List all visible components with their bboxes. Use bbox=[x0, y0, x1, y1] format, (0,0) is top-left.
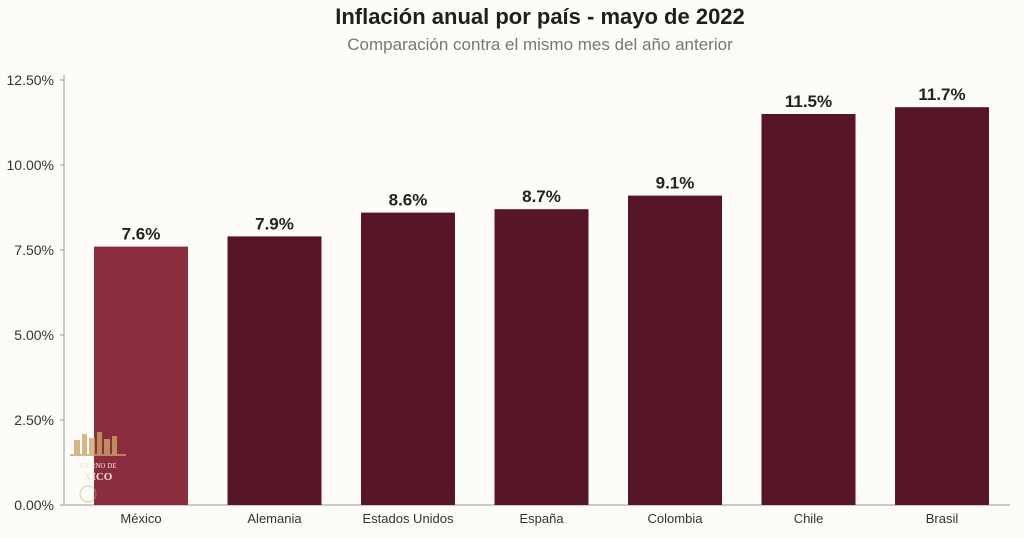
bar-value-label: 11.7% bbox=[918, 85, 965, 104]
y-tick-label: 0.00% bbox=[14, 497, 54, 513]
bar bbox=[494, 209, 589, 505]
x-category-label: México bbox=[120, 511, 161, 526]
x-category-label: Colombia bbox=[648, 511, 704, 526]
x-category-label: Estados Unidos bbox=[362, 511, 454, 526]
x-category-label: Chile bbox=[794, 511, 824, 526]
chart-title: Inflación anual por país - mayo de 2022 bbox=[335, 4, 745, 29]
bar bbox=[761, 114, 856, 505]
logo-text-line2: XICO bbox=[84, 471, 113, 483]
y-tick-label: 2.50% bbox=[14, 412, 54, 428]
y-tick-label: 10.00% bbox=[7, 157, 54, 173]
bar-value-label: 9.1% bbox=[656, 174, 695, 193]
bar bbox=[361, 212, 455, 505]
bar-value-label: 7.6% bbox=[122, 225, 161, 244]
x-category-label: Alemania bbox=[247, 511, 302, 526]
y-tick-label: 5.00% bbox=[14, 327, 54, 343]
bar bbox=[227, 236, 322, 505]
x-category-label: España bbox=[519, 511, 564, 526]
y-tick-label: 12.50% bbox=[7, 72, 54, 88]
y-axis-ticks: 0.00% 2.50% 5.00% 7.50% 10.00% 12.50% bbox=[7, 72, 64, 513]
y-tick-label: 7.50% bbox=[14, 242, 54, 258]
bar bbox=[628, 195, 722, 505]
logo-text-line1: BIERNO DE bbox=[79, 462, 116, 470]
bar-value-label: 7.9% bbox=[255, 214, 294, 233]
bar-value-label: 8.6% bbox=[389, 191, 428, 210]
bars-group: 7.6% México 7.9% Alemania 8.6% Estados Unidos… bbox=[94, 85, 989, 526]
bar-value-label: 11.5% bbox=[785, 92, 832, 111]
bar-value-label: 8.7% bbox=[522, 187, 561, 206]
logo-emblem-icon: BIERNO DE XICO bbox=[70, 432, 126, 503]
bar bbox=[94, 246, 188, 505]
chart-subtitle: Comparación contra el mismo mes del año … bbox=[347, 35, 733, 54]
bar bbox=[895, 107, 989, 505]
gobierno-logo: BIERNO DE XICO bbox=[68, 430, 128, 510]
x-category-label: Brasil bbox=[926, 511, 959, 526]
